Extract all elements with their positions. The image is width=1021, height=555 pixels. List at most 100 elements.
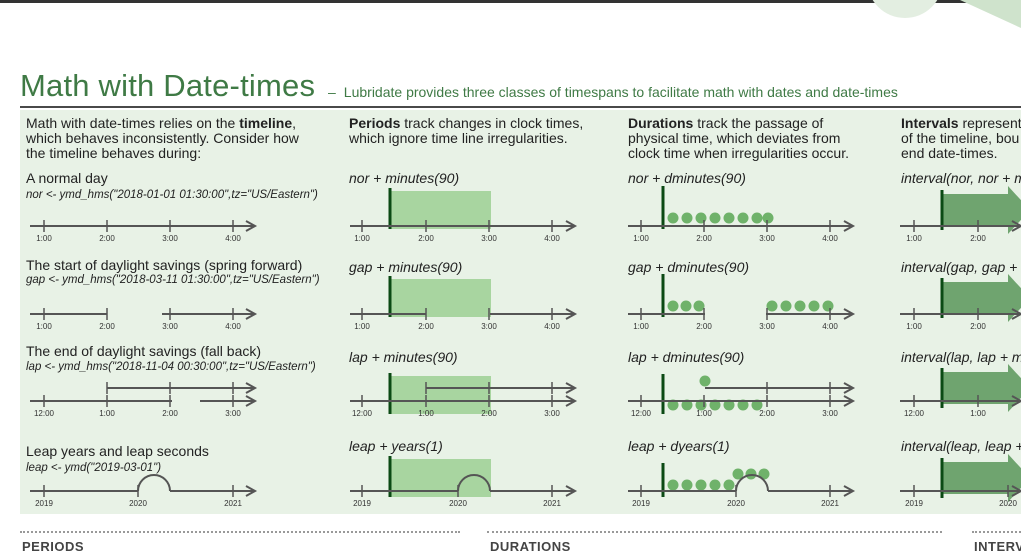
duration-lap-timeline-tick-label: 3:00 — [822, 409, 838, 418]
durations-header-line-3: clock time when irregularities occur. — [628, 145, 849, 161]
periods-expr-lap: lap + minutes(90) — [349, 349, 458, 365]
normal-timeline-tick-label: 3:00 — [162, 234, 178, 243]
duration-dot-lap-top — [699, 375, 711, 387]
leap-timeline-tick-label: 2019 — [35, 499, 53, 508]
leap-hump — [137, 474, 171, 492]
durations-expr-gap: gap + dminutes(90) — [628, 259, 750, 275]
duration-dot-lap — [751, 399, 763, 411]
duration-gap-timeline-tick-label: 2:00 — [696, 322, 712, 331]
fall-timeline-arrow-head — [245, 395, 258, 407]
interval-leap-timeline-tick-label: 2020 — [999, 499, 1017, 508]
period-lap-timeline-tick-label: 12:00 — [352, 409, 373, 418]
durations-header-line-1: Durations track the passage of — [628, 116, 823, 131]
period-gap-timeline-tick-label: 2:00 — [418, 322, 434, 331]
duration-start-nor — [661, 186, 665, 229]
duration-dot-lap — [723, 399, 735, 411]
duration-dot-leap — [681, 479, 693, 491]
duration-dot-nor — [681, 212, 693, 224]
duration-start-gap — [661, 274, 665, 317]
subtitle-text: Lubridate provides three classes of time… — [343, 84, 898, 100]
intro-line-1: Math with date-times relies on the timel… — [26, 116, 296, 131]
intro-bold: timeline — [239, 115, 293, 131]
duration-dot-nor — [709, 212, 721, 224]
duration-lap-timeline-tick-label: 2:00 — [759, 409, 775, 418]
intervals-bold: Intervals — [901, 115, 959, 131]
period-nor-timeline-tick-label: 3:00 — [481, 234, 497, 243]
page-subtitle: – Lubridate provides three classes of tim… — [328, 84, 898, 100]
period-leap-hump — [457, 474, 491, 492]
duration-leap-timeline-tick-label: 2021 — [821, 499, 839, 508]
intervals-divider — [972, 531, 1021, 533]
period-gap-timeline-tick-label: 1:00 — [354, 322, 370, 331]
duration-dot-nor — [667, 212, 679, 224]
period-band-gap — [390, 279, 491, 317]
scenario-title-fall: The end of daylight savings (fall back) — [26, 343, 262, 359]
period-leap-timeline-arrow-head — [565, 485, 578, 497]
duration-dot-nor — [695, 212, 707, 224]
duration-dot-lap — [709, 399, 721, 411]
duration-gap-timeline-tick-label: 3:00 — [759, 322, 775, 331]
intervals-header-line-2: of the timeline, bou — [901, 130, 1020, 146]
normal-timeline-tick-label: 1:00 — [36, 234, 52, 243]
intervals-header-line-3: end date-times. — [901, 145, 998, 161]
periods-bold: Periods — [349, 115, 401, 131]
interval-gap-timeline-tick-label: 2:00 — [970, 322, 986, 331]
interval-start-3 — [940, 458, 944, 498]
scenario-title-normal: A normal day — [26, 170, 108, 186]
period-leap-timeline-tick-label: 2020 — [449, 499, 467, 508]
duration-dot-gap-after — [780, 300, 792, 312]
interval-gap-timeline-tick-label: 1:00 — [906, 322, 922, 331]
durations-bold: Durations — [628, 115, 694, 131]
duration-gap-timeline-tick-label: 4:00 — [822, 322, 838, 331]
decorative-circle-shape — [872, 0, 1021, 28]
duration-nor-timeline-tick-label: 1:00 — [633, 234, 649, 243]
duration-dot-nor — [723, 212, 735, 224]
period-lap-timeline-tick-label: 3:00 — [544, 409, 560, 418]
title-dash: – — [328, 84, 336, 100]
duration-lap-timeline-tick-label: 1:00 — [696, 409, 712, 418]
spring-timeline-tick-label: 1:00 — [36, 322, 52, 331]
fall-timeline-tick-label: 1:00 — [99, 409, 115, 418]
top-border — [0, 0, 1021, 3]
normal-timeline-arrow-head — [245, 220, 258, 232]
interval-nor-timeline-tick-label: 2:00 — [970, 234, 986, 243]
duration-leap-timeline-arrow-head — [843, 485, 856, 497]
period-gap-timeline-tick-label: 3:00 — [481, 322, 497, 331]
scenario-title-spring: The start of daylight savings (spring fo… — [26, 257, 303, 273]
intro-line-2: which behaves inconsistently. Consider h… — [26, 130, 299, 146]
period-lap-timeline-arrow-head — [565, 395, 578, 407]
duration-dot-nor — [762, 212, 774, 224]
interval-nor-timeline-tick-label: 1:00 — [906, 234, 922, 243]
period-lap-timeline-tick-label: 2:00 — [481, 409, 497, 418]
intervals-expr-gap: interval(gap, gap + r — [901, 259, 1021, 275]
duration-gap-timeline-tick-label: 1:00 — [633, 322, 649, 331]
duration-dot-leap — [667, 479, 679, 491]
periods-header-line-2: which ignore time line irregularities. — [349, 130, 568, 146]
scenario-code-leap: leap <- ymd("2019-03-01") — [26, 462, 162, 474]
intro-text-1: Math with date-times relies on the — [26, 115, 240, 131]
durations-expr-lap: lap + dminutes(90) — [628, 349, 745, 365]
interval-start-1 — [940, 278, 944, 318]
section-heading-intervals: INTERV — [974, 539, 1021, 554]
intro-line-3: the timeline behaves during: — [26, 145, 202, 161]
period-band-nor — [390, 191, 491, 229]
duration-dot-gap-after — [808, 300, 820, 312]
interval-nor-timeline-arrow-head — [1011, 220, 1021, 232]
durations-head-rest: track the passage of — [693, 115, 824, 131]
durations-expr-leap: leap + dyears(1) — [628, 438, 730, 454]
interval-leap-timeline-tick-label: 2019 — [905, 499, 923, 508]
content-panel — [20, 110, 1021, 514]
period-nor-timeline-tick-label: 2:00 — [418, 234, 434, 243]
fall-timeline-tick-label: 3:00 — [225, 409, 241, 418]
durations-divider — [487, 531, 942, 533]
duration-dot-gap — [680, 300, 692, 312]
scenario-code-fall: lap <- ymd_hms("2018-11-04 00:30:00",tz=… — [26, 361, 316, 373]
section-header: Math with Date-times – Lubridate provides… — [20, 66, 1021, 108]
duration-lap-overlap-arrow — [843, 382, 856, 394]
period-nor-timeline-arrow-head — [565, 220, 578, 232]
duration-dot-nor — [751, 212, 763, 224]
durations-header-line-2: physical time, which deviates from — [628, 130, 841, 146]
intervals-expr-leap: interval(leap, leap + — [901, 438, 1021, 454]
period-band-lap — [390, 376, 491, 414]
